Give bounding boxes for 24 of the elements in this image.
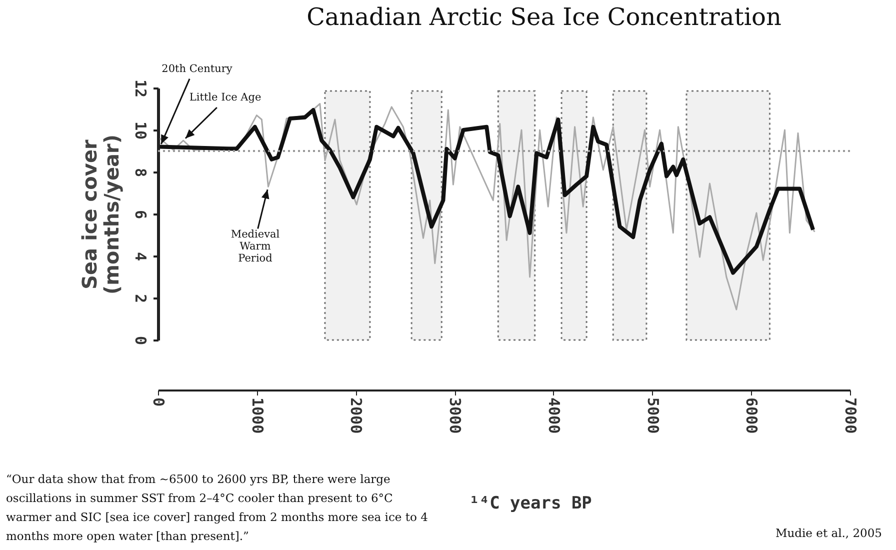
- y-tick-label: 0: [132, 336, 150, 346]
- x-tick-label: 4000: [544, 398, 563, 434]
- x-axis-title: ¹⁴C years BP: [469, 494, 592, 514]
- y-tick-label: 2: [132, 294, 150, 304]
- y-tick-label: 8: [132, 168, 150, 178]
- annotation: Medieval Warm Period: [230, 228, 280, 265]
- x-tick-label: 5000: [644, 398, 662, 434]
- x-tick-label: 2000: [347, 398, 366, 434]
- y-tick-label: 12: [132, 79, 150, 98]
- x-tick-label: 3000: [446, 398, 464, 434]
- text: Mudie et al., 2005: [775, 525, 882, 542]
- x-tick-label: 7000: [842, 398, 860, 434]
- annotation: Little Ice Age: [189, 92, 262, 104]
- chart-title: Canadian Arctic Sea Ice Concentration: [306, 2, 782, 31]
- x-tick-label: 6000: [742, 398, 761, 434]
- y-tick-label: 10: [132, 121, 150, 140]
- line-series: [158, 108, 816, 275]
- y-axis-title: Sea ice cover (months/year): [78, 134, 124, 295]
- y-tick-label: 4: [132, 252, 150, 262]
- x-tick-label: 0: [150, 398, 168, 407]
- x-tick-label: 1000: [248, 398, 266, 434]
- text: “Our data show that from ~6500 to 2600 yrs BP, there were large oscillations in summer SST from 2–4°C cooler than present to 6°C warmer and SIC [sea ice cover] ranged from 2 months more sea ice to 4 months more open water [than present].”: [6, 471, 429, 545]
- y-tick-label: 6: [132, 210, 150, 220]
- annotation: 20th Century: [162, 62, 232, 75]
